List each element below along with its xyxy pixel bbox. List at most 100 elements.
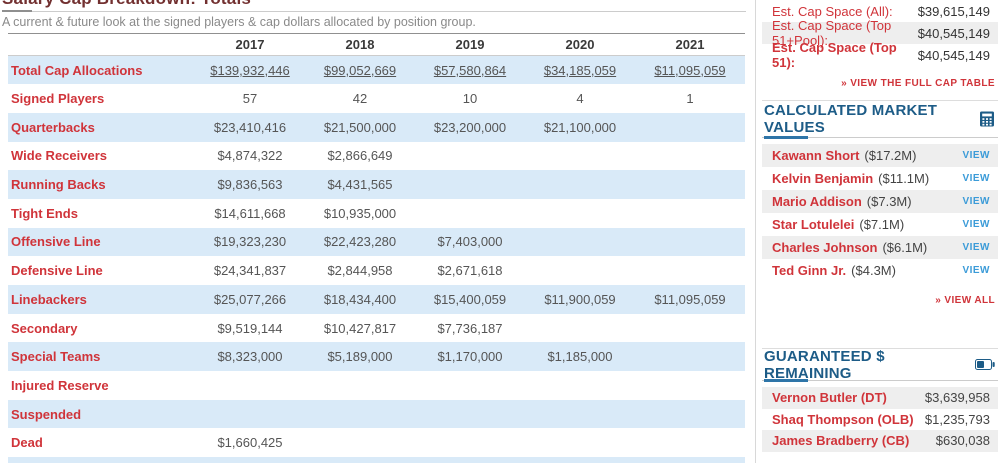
cap-cell: $22,423,280 (323, 234, 397, 250)
cap-space-label: Est. Cap Space (All): (772, 3, 893, 19)
market-value-row: Kelvin Benjamin ($11.1M) VIEW (762, 167, 998, 190)
guaranteed-row: Vernon Butler (DT) $3,639,958 (762, 387, 998, 409)
player-name-link[interactable]: James Bradberry (CB) (772, 433, 910, 449)
row-label: Tight Ends (11, 205, 78, 221)
market-value: ($6.1M) (882, 240, 928, 255)
row-label: Wide Receivers (11, 148, 107, 164)
cap-cell: 10 (462, 91, 478, 107)
table-row: Defensive Line $24,341,837 $2,844,958 $2… (8, 256, 745, 285)
cap-cell (635, 113, 745, 142)
cap-cell: $1,660,425 (217, 435, 283, 451)
section-title: GUARANTEED $ REMAINING (764, 347, 885, 382)
view-full-cap-table-link[interactable]: » VIEW THE FULL CAP TABLE (841, 78, 995, 89)
total-cap-link[interactable]: $99,052,669 (323, 62, 397, 78)
market-value: ($11.1M) (878, 171, 930, 186)
row-label: Suspended (11, 406, 82, 422)
total-cap-link[interactable]: $139,932,446 (210, 62, 290, 78)
year-header: 2020 (525, 33, 635, 56)
view-link[interactable]: VIEW (962, 219, 990, 230)
cap-cell: $18,434,400 (323, 291, 397, 307)
player-name-link[interactable]: Kelvin Benjamin (772, 171, 874, 186)
cap-cell: $7,736,187 (437, 320, 503, 336)
cap-cell: 1 (686, 91, 694, 107)
section-title: CALCULATED MARKET VALUES (764, 102, 938, 136)
table-row: Dead $1,660,425 (8, 428, 745, 457)
market-value-row: Charles Johnson ($6.1M) VIEW (762, 236, 998, 259)
table-row: Special Teams $8,323,000 $5,189,000 $1,1… (8, 342, 745, 372)
cap-cell (305, 400, 415, 429)
total-cap-link[interactable]: $34,185,059 (543, 62, 617, 78)
total-cap-link[interactable]: $11,095,059 (654, 62, 726, 78)
row-label: Offensive Line (11, 234, 101, 250)
table-row: Wide Receivers $4,874,322 $2,866,649 (8, 142, 745, 171)
market-value-row: Mario Addison ($7.3M) VIEW (762, 190, 998, 213)
view-link[interactable]: VIEW (962, 196, 990, 207)
salary-cap-table: 2017 2018 2019 2020 2021 Total Cap Alloc… (8, 33, 745, 463)
table-row: Tight Ends $14,611,668 $10,935,000 (8, 199, 745, 228)
player-name-link[interactable]: Vernon Butler (DT) (772, 390, 887, 406)
cap-cell (415, 199, 525, 228)
cap-cell: 42 (352, 91, 368, 107)
cap-cell (635, 256, 745, 285)
cap-cell: $1,170,000 (437, 349, 503, 365)
cap-space-value: $40,545,149 (917, 25, 990, 41)
cap-cell (635, 428, 745, 457)
row-label: Injured Reserve (11, 377, 109, 393)
cap-cell: 4 (576, 91, 584, 107)
cap-cell (635, 170, 745, 199)
view-all-link[interactable]: » VIEW ALL (935, 295, 995, 306)
cap-cell: $1,185,000 (547, 349, 613, 365)
cap-cell: $14,611,668 (214, 205, 286, 221)
cap-cell: $21,500,000 (323, 119, 397, 135)
player-name-link[interactable]: Kawann Short (772, 148, 860, 163)
table-row: Linebackers $25,077,266 $18,434,400 $15,… (8, 285, 745, 314)
cap-cell: $2,844,958 (327, 263, 393, 279)
view-link[interactable]: VIEW (962, 242, 990, 253)
guaranteed-value: $1,235,793 (924, 411, 990, 427)
cap-cell: $2,866,649 (327, 148, 393, 164)
player-name-link[interactable]: Mario Addison (772, 194, 862, 209)
cap-space-row: Est. Cap Space (Top 51+Pool): $40,545,14… (762, 18, 998, 48)
cap-cell: $8,323,000 (217, 349, 283, 365)
player-name-link[interactable]: Charles Johnson (772, 240, 878, 255)
view-link[interactable]: VIEW (962, 265, 990, 276)
cap-space-row: Est. Cap Space (All): $39,615,149 (762, 0, 998, 22)
player-name-link[interactable]: Shaq Thompson (OLB) (772, 411, 914, 427)
guaranteed-row: James Bradberry (CB) $630,038 (762, 430, 998, 452)
row-label: Special Teams (11, 349, 101, 365)
table-row: Injured Reserve (8, 371, 745, 400)
market-value-row: Kawann Short ($17.2M) VIEW (762, 144, 998, 167)
total-cap-link[interactable]: $57,580,864 (433, 62, 507, 78)
vertical-divider (755, 0, 756, 463)
table-row: Offensive Line $19,323,230 $22,423,280 $… (8, 227, 745, 257)
cap-cell (635, 342, 745, 371)
year-header: 2018 (305, 33, 415, 56)
cap-space-label: Est. Cap Space (Top 51+Pool): (772, 18, 892, 48)
market-value-row: Star Lotulelei ($7.1M) VIEW (762, 213, 998, 236)
view-link[interactable]: VIEW (962, 173, 990, 184)
row-label: Defensive Line (11, 263, 103, 279)
market-value: ($7.1M) (859, 217, 905, 232)
cap-cell: $4,431,565 (327, 177, 393, 193)
title-divider (2, 10, 746, 12)
player-name-link[interactable]: Star Lotulelei (772, 217, 855, 232)
cap-space-value: $39,615,149 (917, 3, 990, 19)
cap-cell (635, 371, 745, 400)
player-name-link[interactable]: Ted Ginn Jr. (772, 263, 847, 278)
year-header: 2019 (415, 33, 525, 56)
cap-cell (195, 371, 305, 400)
cap-cell: $21,100,000 (543, 119, 617, 135)
cap-cell: $4,874,322 (217, 148, 283, 164)
guaranteed-row: Shaq Thompson (OLB) $1,235,793 (762, 409, 998, 431)
cap-cell (635, 228, 745, 257)
year-header: 2017 (195, 33, 305, 56)
view-link[interactable]: VIEW (962, 150, 990, 161)
cap-cell: $7,403,000 (437, 234, 503, 250)
cap-cell (415, 371, 525, 400)
cap-cell: $2,671,618 (437, 263, 503, 279)
row-label: Secondary (11, 320, 78, 336)
page-title: Salary Cap Breakdown: Totals (2, 0, 251, 9)
cap-cell (635, 314, 745, 343)
cap-cell (525, 400, 635, 429)
